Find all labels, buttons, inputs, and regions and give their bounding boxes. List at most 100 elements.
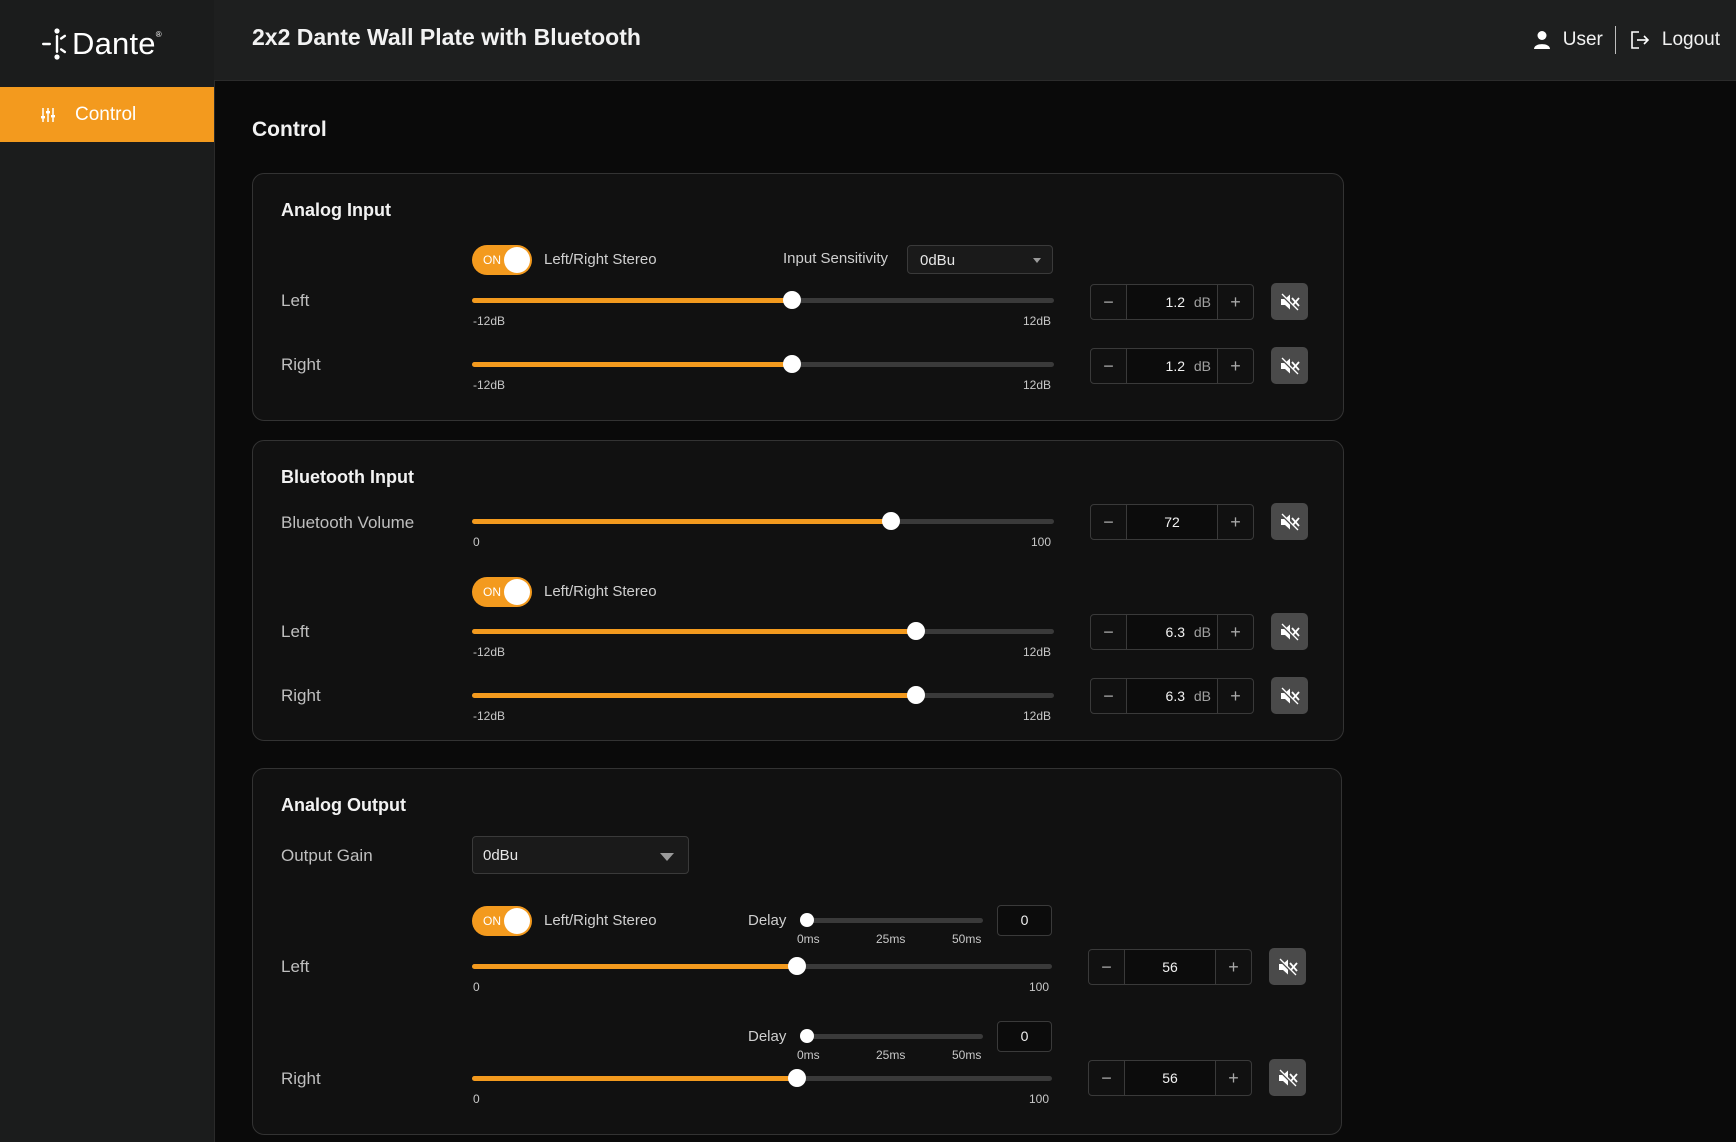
stepper-value-field[interactable]: 6.3 dB <box>1126 615 1218 649</box>
sidebar-item-label: Control <box>75 103 137 125</box>
right-gain-slider[interactable] <box>472 354 1054 374</box>
slider-thumb[interactable] <box>787 957 806 975</box>
page-title: Control <box>252 118 327 141</box>
stereo-label: Left/Right Stereo <box>544 251 657 268</box>
left-gain-stepper[interactable]: − 1.2 dB + <box>1090 284 1254 320</box>
increment-button[interactable]: + <box>1228 1067 1239 1088</box>
logo-text: Dante <box>72 26 156 61</box>
increment-button[interactable]: + <box>1230 621 1241 642</box>
toggle-state: ON <box>483 585 501 599</box>
delay-label: Delay <box>748 1028 787 1045</box>
stepper-value: 56 <box>1162 959 1178 975</box>
left-delay-input[interactable]: 0 <box>997 905 1052 936</box>
stepper-value-field[interactable]: 56 <box>1124 1061 1216 1095</box>
right-level-stepper[interactable]: − 56 + <box>1088 1060 1252 1096</box>
delay-label: Delay <box>748 912 787 929</box>
right-delay-input[interactable]: 0 <box>997 1021 1052 1052</box>
select-value: 0dBu <box>483 847 519 864</box>
bluetooth-volume-label: Bluetooth Volume <box>281 513 415 532</box>
delay-tick-50: 50ms <box>952 932 982 946</box>
increment-button[interactable]: + <box>1230 355 1241 376</box>
increment-button[interactable]: + <box>1230 291 1241 312</box>
speaker-mute-icon <box>1277 1068 1298 1087</box>
input-sensitivity-label: Input Sensitivity <box>783 250 889 267</box>
mute-button[interactable] <box>1269 1059 1306 1096</box>
right-gain-slider[interactable] <box>472 685 1054 705</box>
left-level-slider[interactable] <box>472 956 1052 976</box>
slider-thumb[interactable] <box>783 355 802 373</box>
sidebar-item-control[interactable]: Control <box>0 87 214 142</box>
slider-thumb[interactable] <box>906 622 925 640</box>
card-title: Bluetooth Input <box>281 467 414 487</box>
right-gain-stepper[interactable]: − 6.3 dB + <box>1090 678 1254 714</box>
stepper-value-field[interactable]: 6.3 dB <box>1126 679 1218 713</box>
logout-button[interactable]: Logout <box>1630 29 1720 51</box>
left-level-stepper[interactable]: − 56 + <box>1088 949 1252 985</box>
slider-thumb[interactable] <box>800 1029 814 1043</box>
stepper-value: 6.3 <box>1165 624 1185 640</box>
stereo-label: Left/Right Stereo <box>544 912 657 929</box>
left-gain-stepper[interactable]: − 6.3 dB + <box>1090 614 1254 650</box>
mute-button[interactable] <box>1271 503 1308 540</box>
mute-button[interactable] <box>1271 677 1308 714</box>
stepper-value-field[interactable]: 56 <box>1124 950 1216 984</box>
channel-label-right: Right <box>281 355 321 374</box>
stepper-value-field[interactable]: 1.2 dB <box>1126 349 1218 383</box>
decrement-button[interactable]: − <box>1103 685 1114 706</box>
speaker-mute-icon <box>1279 512 1300 531</box>
select-value: 0dBu <box>920 252 956 269</box>
delay-tick-25: 25ms <box>876 1048 906 1062</box>
left-gain-slider[interactable] <box>472 621 1054 641</box>
stepper-value-field[interactable]: 72 <box>1126 505 1218 539</box>
decrement-button[interactable]: − <box>1103 621 1114 642</box>
bluetooth-volume-slider[interactable] <box>472 511 1054 531</box>
decrement-button[interactable]: − <box>1101 956 1112 977</box>
decrement-button[interactable]: − <box>1103 291 1114 312</box>
mute-button[interactable] <box>1271 347 1308 384</box>
stepper-value: 6.3 <box>1165 688 1185 704</box>
analog-input-card: Analog Input ON Left/Right Stereo Input … <box>252 173 1344 421</box>
right-gain-stepper[interactable]: − 1.2 dB + <box>1090 348 1254 384</box>
slider-thumb[interactable] <box>906 686 925 704</box>
slider-track <box>800 1034 983 1039</box>
header-actions: User Logout <box>1533 24 1720 56</box>
user-label: User <box>1562 29 1603 50</box>
slider-thumb[interactable] <box>882 512 901 530</box>
slider-min-label: 0 <box>473 980 480 994</box>
slider-thumb[interactable] <box>787 1069 806 1087</box>
mute-button[interactable] <box>1269 948 1306 985</box>
input-sensitivity-select[interactable]: 0dBu <box>907 245 1053 274</box>
mute-button[interactable] <box>1271 613 1308 650</box>
increment-button[interactable]: + <box>1230 511 1241 532</box>
stereo-toggle[interactable]: ON <box>472 906 532 936</box>
toggle-state: ON <box>483 253 501 267</box>
delay-tick-0: 0ms <box>797 932 820 946</box>
decrement-button[interactable]: − <box>1101 1067 1112 1088</box>
stepper-value-field[interactable]: 1.2 dB <box>1126 285 1218 319</box>
stepper-value: 1.2 <box>1165 358 1185 374</box>
right-level-slider[interactable] <box>472 1068 1052 1088</box>
decrement-button[interactable]: − <box>1103 511 1114 532</box>
channel-label-right: Right <box>281 1069 321 1088</box>
mute-button[interactable] <box>1271 283 1308 320</box>
user-button[interactable]: User <box>1533 29 1603 51</box>
increment-button[interactable]: + <box>1230 685 1241 706</box>
right-delay-slider[interactable] <box>800 1026 983 1046</box>
logout-icon <box>1631 31 1650 49</box>
slider-thumb[interactable] <box>783 291 802 309</box>
bluetooth-volume-stepper[interactable]: − 72 + <box>1090 504 1254 540</box>
stereo-toggle[interactable]: ON <box>472 577 532 607</box>
increment-button[interactable]: + <box>1228 956 1239 977</box>
stereo-label: Left/Right Stereo <box>544 583 657 600</box>
output-gain-select[interactable]: 0dBu <box>472 836 689 874</box>
chevron-down-icon <box>1033 258 1041 263</box>
dante-logo[interactable]: Dante ® <box>40 24 162 64</box>
stereo-toggle[interactable]: ON <box>472 245 532 275</box>
left-delay-slider[interactable] <box>800 910 983 930</box>
slider-thumb[interactable] <box>800 913 814 927</box>
decrement-button[interactable]: − <box>1103 355 1114 376</box>
delay-tick-50: 50ms <box>952 1048 982 1062</box>
left-gain-slider[interactable] <box>472 290 1054 310</box>
slider-fill <box>472 629 916 634</box>
slider-max-label: 12dB <box>1023 709 1052 723</box>
